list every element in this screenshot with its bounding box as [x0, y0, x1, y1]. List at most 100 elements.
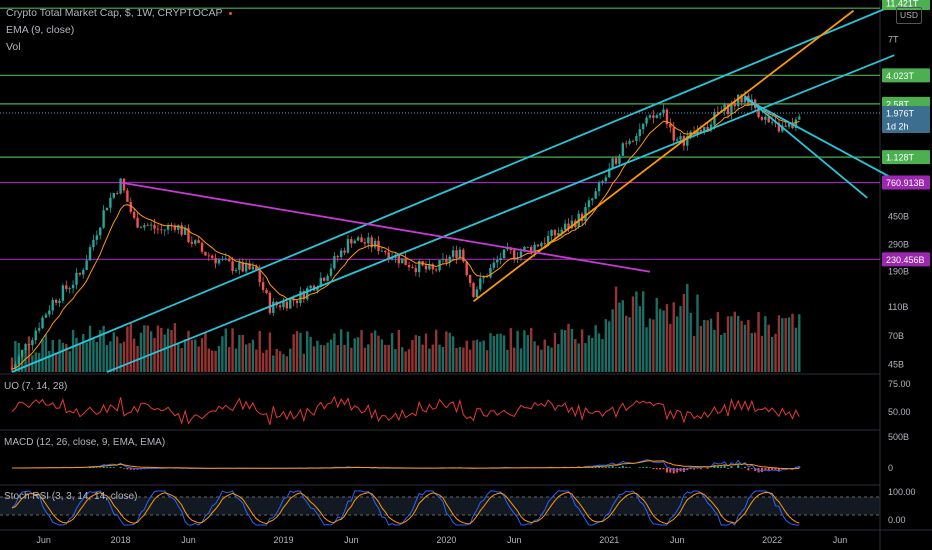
candle-body	[441, 258, 445, 261]
candle-body	[75, 272, 78, 285]
volume-bar	[302, 353, 306, 372]
volume-bar	[309, 337, 312, 372]
candle-body	[760, 117, 764, 120]
macd-hist-bar	[122, 468, 125, 469]
volume-bar	[126, 326, 129, 372]
volume-bar	[424, 333, 428, 372]
trendline-3[interactable]	[744, 97, 895, 181]
volume-bar	[177, 344, 180, 372]
price-badge	[882, 150, 930, 165]
status-dot-icon	[228, 11, 232, 15]
volume-bar	[580, 329, 584, 372]
candle-body	[428, 264, 431, 270]
volume-bar	[200, 338, 204, 372]
volume-bar	[675, 316, 679, 372]
volume-bar	[143, 325, 146, 372]
candle-body	[798, 116, 801, 120]
trendline-5[interactable]	[120, 181, 651, 273]
volume-bar	[122, 341, 126, 372]
candle-body	[513, 250, 516, 259]
trendlines[interactable]	[11, 4, 895, 373]
candle-body	[71, 284, 75, 289]
volume-bar	[132, 338, 136, 372]
trendline-0[interactable]	[11, 4, 895, 373]
macd-hist-bar	[720, 466, 723, 468]
candle-body	[180, 225, 183, 235]
volume-bar	[604, 319, 608, 372]
candle-body	[309, 285, 312, 289]
candle-body	[475, 289, 479, 298]
macd-hist-bar	[723, 464, 726, 468]
candle-body	[115, 193, 119, 194]
candle-body	[339, 250, 343, 258]
candle-body	[363, 242, 367, 244]
candle-body	[10, 368, 14, 370]
candle-body	[404, 258, 407, 266]
volume-bar	[170, 329, 173, 372]
candle-body	[136, 217, 139, 228]
volume-bar	[458, 346, 462, 372]
macd-hist-bar	[727, 468, 730, 469]
volume-bar	[65, 343, 68, 372]
volume-bar	[584, 343, 587, 372]
volume-bar	[743, 324, 747, 372]
stoch-band	[0, 497, 880, 515]
volume-bar	[390, 333, 394, 372]
vol-legend[interactable]: Vol	[6, 41, 21, 53]
volume-bar	[767, 324, 770, 372]
volume-bar	[194, 339, 197, 372]
candle-body	[346, 239, 350, 253]
ema-line	[11, 103, 800, 370]
candle-body	[465, 261, 468, 275]
volume-bar	[346, 331, 350, 372]
currency-button[interactable]: USD	[896, 7, 922, 24]
volume-bar	[492, 335, 496, 372]
volume-bar	[211, 350, 214, 372]
candle-body	[24, 344, 27, 350]
price-tick: 110B	[888, 302, 908, 312]
volume-bar	[499, 333, 502, 372]
uo-line	[11, 395, 800, 425]
macd-hist-bar	[655, 468, 658, 470]
candle-body	[258, 270, 261, 283]
macd-hist-bar	[621, 465, 624, 468]
stoch-legend[interactable]: Stoch RSI (3, 3, 14, 14, close)	[4, 491, 138, 502]
candle-body	[102, 210, 105, 228]
candle-body	[526, 246, 530, 248]
candle-body	[139, 227, 143, 229]
candle-body	[207, 255, 211, 257]
candle-body	[570, 220, 574, 229]
uo-legend[interactable]: UO (7, 14, 28)	[4, 381, 68, 392]
candle-body	[587, 200, 591, 208]
volume-bar	[265, 349, 268, 372]
price-tick: 450B	[888, 211, 909, 221]
candle-body	[326, 275, 329, 281]
ema-legend[interactable]: EMA (9, close)	[6, 24, 75, 36]
volume-bar	[686, 283, 689, 372]
macd-hist-bar	[693, 468, 696, 470]
volume-bar	[41, 338, 44, 372]
volume-bar	[519, 348, 523, 372]
macd-legend[interactable]: MACD (12, 26, close, 9, EMA, EMA)	[4, 437, 166, 448]
candle-body	[635, 136, 638, 141]
volume-bar	[272, 355, 275, 372]
candle-body	[472, 282, 475, 298]
volume-bar	[418, 335, 421, 372]
macd-hist-bar	[754, 468, 757, 472]
candle-body	[105, 207, 109, 211]
volume-bar	[414, 335, 418, 372]
candle-body	[604, 177, 608, 182]
volume-bar	[387, 344, 390, 372]
volume-bar	[336, 345, 339, 372]
volume-bar	[523, 330, 526, 372]
candle-body	[217, 259, 221, 264]
candle-body	[652, 115, 655, 118]
volume-bar	[58, 339, 61, 372]
trendline-1[interactable]	[106, 54, 895, 373]
volume-bar	[533, 341, 536, 372]
volume-bar	[326, 342, 329, 372]
candle-body	[221, 258, 224, 260]
macd-hist-bar	[611, 465, 614, 468]
volume-bar	[105, 345, 109, 372]
